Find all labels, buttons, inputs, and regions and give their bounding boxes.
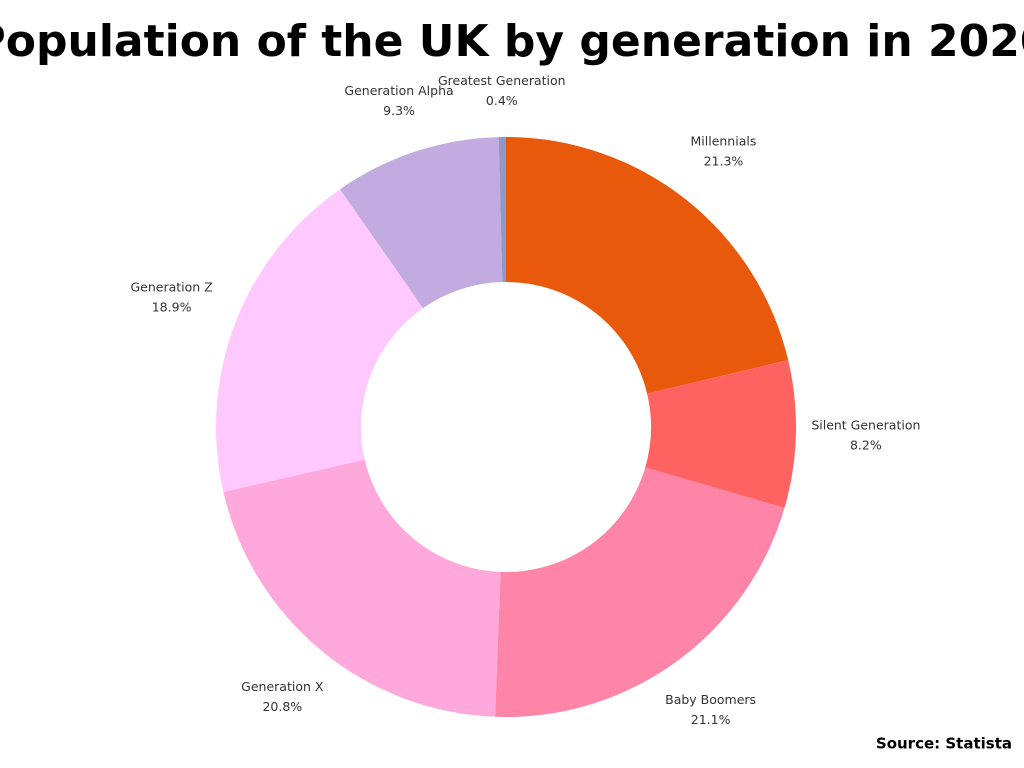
slice-label: Baby Boomers — [665, 692, 756, 707]
value-label: 21.1% — [691, 712, 731, 727]
slice-label: Generation Z — [130, 280, 212, 295]
value-label: 0.4% — [486, 93, 518, 108]
donut-slice — [645, 360, 796, 508]
slice-label: Silent Generation — [811, 418, 920, 433]
donut-slice — [498, 137, 506, 283]
donut-slice — [223, 459, 501, 717]
donut-slice — [506, 137, 789, 394]
donut-slice — [216, 189, 423, 493]
donut-slice — [339, 137, 503, 309]
slice-label: Generation Alpha — [344, 83, 453, 98]
value-label: 21.3% — [704, 154, 744, 169]
slice-label: Greatest Generation — [438, 73, 566, 88]
value-label: 18.9% — [152, 300, 192, 315]
slice-label: Generation X — [241, 679, 324, 694]
donut-slice — [495, 467, 785, 718]
slice-label: Millennials — [690, 134, 756, 149]
value-label: 8.2% — [850, 438, 882, 453]
chart-title: Population of the UK by generation in 20… — [0, 16, 1024, 67]
value-label: 9.3% — [383, 103, 415, 118]
value-label: 20.8% — [262, 699, 302, 714]
source: Source: Statista — [876, 735, 1012, 753]
